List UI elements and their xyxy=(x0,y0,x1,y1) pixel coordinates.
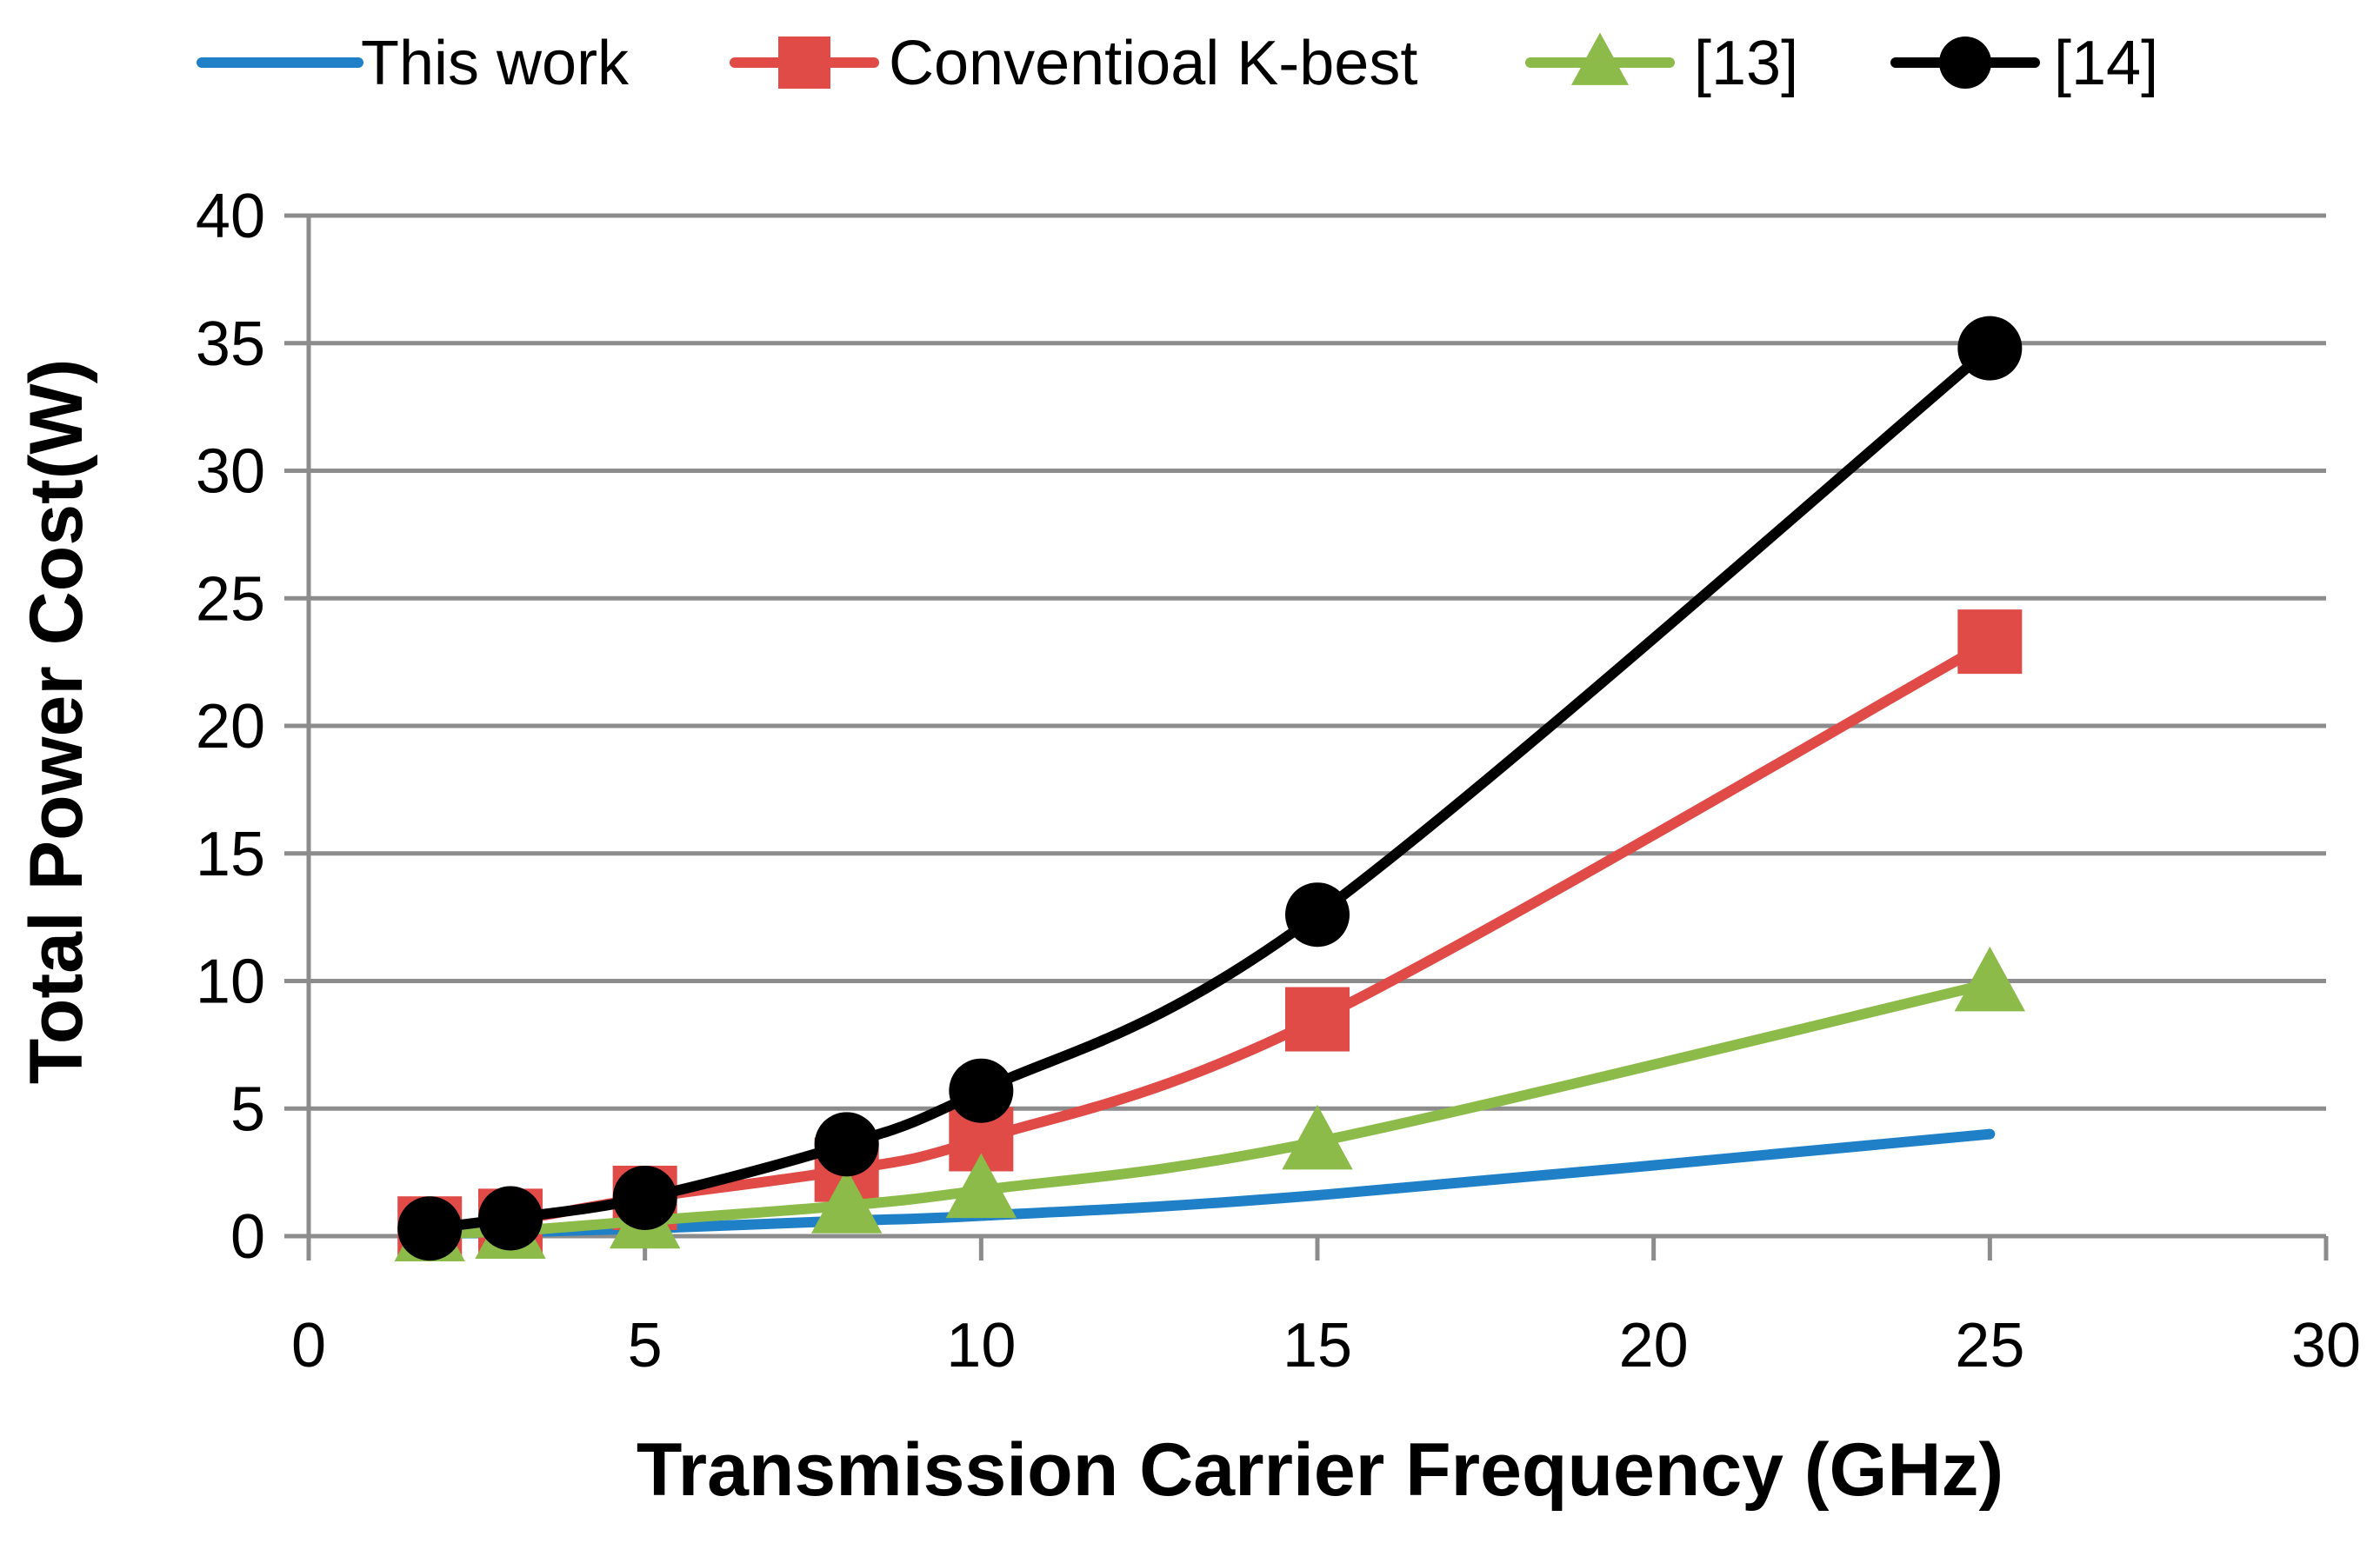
series-line-2 xyxy=(424,978,1996,1240)
y-tick-label-30: 30 xyxy=(196,437,265,507)
legend-label-0: This work xyxy=(361,29,630,98)
y-tick-label-20: 20 xyxy=(196,692,265,762)
x-tick-labels: 0 5 10 15 20 25 30 xyxy=(291,1311,2361,1380)
series-line-1 xyxy=(424,636,1996,1234)
y-tick-label-5: 5 xyxy=(230,1074,265,1144)
legend-marker-3 xyxy=(1939,37,1991,89)
series-1-point-6 xyxy=(1957,609,2023,675)
legend-marker-2 xyxy=(1571,32,1629,85)
x-tick-label-15: 15 xyxy=(1283,1311,1352,1380)
series-3-point-1 xyxy=(478,1186,543,1251)
x-tick-label-25: 25 xyxy=(1955,1311,2024,1380)
series-3-point-4 xyxy=(949,1058,1014,1123)
x-tick-label-10: 10 xyxy=(946,1311,1016,1380)
series-3-point-2 xyxy=(612,1165,677,1230)
y-tick-label-40: 40 xyxy=(196,182,265,251)
series-2-point-3 xyxy=(810,1168,883,1234)
axes xyxy=(284,213,2329,1260)
y-axis-title: Total Power Cost(W) xyxy=(15,359,98,1084)
legend-label-1: Conventioal K-best xyxy=(889,29,1417,98)
series-2-point-5 xyxy=(1282,1104,1353,1170)
grid-lines xyxy=(309,213,2326,1111)
y-tick-label-15: 15 xyxy=(196,820,265,889)
series-3-point-0 xyxy=(397,1196,463,1261)
series-group xyxy=(394,316,2026,1261)
legend-item-2: [13] xyxy=(1525,29,1798,98)
legend-item-0: This work xyxy=(197,29,630,98)
x-tick-label-5: 5 xyxy=(628,1311,663,1380)
series-3 xyxy=(397,316,2023,1261)
y-tick-label-35: 35 xyxy=(196,309,265,379)
y-tick-labels: 0 5 10 15 20 25 30 35 40 xyxy=(196,182,265,1272)
y-tick-label-0: 0 xyxy=(230,1202,265,1272)
series-3-point-6 xyxy=(1957,316,2023,381)
series-2-point-6 xyxy=(1954,946,2026,1012)
legend-item-3: [14] xyxy=(1890,29,2158,98)
legend: This work Conventioal K-best [13] [14] xyxy=(197,29,2158,98)
series-2-point-4 xyxy=(945,1153,1017,1219)
legend-label-3: [14] xyxy=(2054,29,2158,98)
x-tick-label-20: 20 xyxy=(1619,1311,1689,1380)
y-tick-label-25: 25 xyxy=(196,564,265,634)
series-1-point-5 xyxy=(1285,987,1350,1052)
y-tick-label-10: 10 xyxy=(196,948,265,1017)
legend-item-1: Conventioal K-best xyxy=(730,29,1417,98)
x-tick-label-0: 0 xyxy=(291,1311,326,1380)
x-axis-title: Transmission Carrier Frequency (GHz) xyxy=(637,1428,2003,1512)
series-3-point-5 xyxy=(1285,882,1350,948)
legend-marker-1 xyxy=(778,37,830,89)
series-line-3 xyxy=(424,343,1996,1234)
x-tick-label-30: 30 xyxy=(2291,1311,2361,1380)
series-3-point-3 xyxy=(814,1112,879,1177)
legend-label-2: [13] xyxy=(1694,29,1798,98)
